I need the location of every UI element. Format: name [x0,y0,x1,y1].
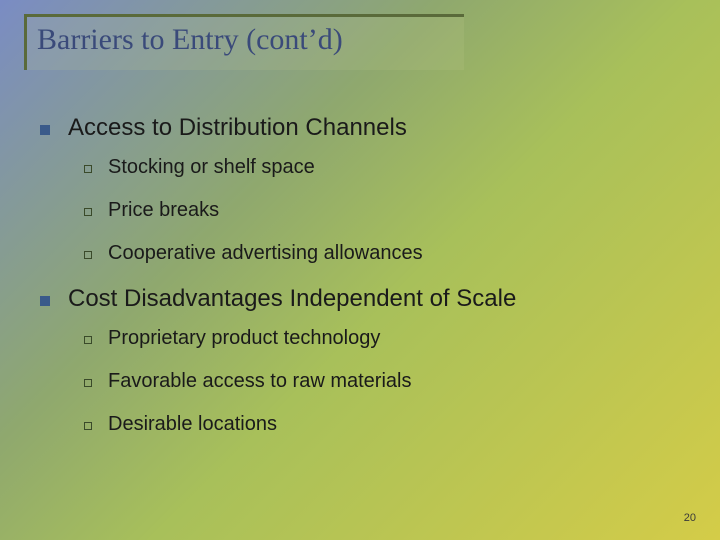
hollow-square-icon [84,251,92,259]
slide-title: Barriers to Entry (cont’d) [37,23,464,57]
list-item: Price breaks [84,199,680,222]
hollow-square-icon [84,422,92,430]
list-item: Favorable access to raw materials [84,370,680,393]
filled-square-icon [40,125,50,135]
content-area: Access to Distribution Channels Stocking… [40,110,680,456]
bullet-text: Access to Distribution Channels [68,114,407,142]
bullet-text: Cost Disadvantages Independent of Scale [68,285,516,313]
bullet-text: Favorable access to raw materials [108,370,411,393]
bullet-text: Price breaks [108,199,219,222]
list-item: Cost Disadvantages Independent of Scale [40,285,680,313]
bullet-text: Desirable locations [108,413,277,436]
page-number: 20 [684,512,696,524]
list-item: Proprietary product technology [84,327,680,350]
slide: Barriers to Entry (cont’d) Access to Dis… [0,0,720,540]
hollow-square-icon [84,379,92,387]
list-item: Stocking or shelf space [84,156,680,179]
hollow-square-icon [84,165,92,173]
list-item: Desirable locations [84,413,680,436]
list-item: Access to Distribution Channels [40,114,680,142]
hollow-square-icon [84,208,92,216]
list-item: Cooperative advertising allowances [84,242,680,265]
bullet-text: Cooperative advertising allowances [108,242,423,265]
bullet-text: Stocking or shelf space [108,156,315,179]
filled-square-icon [40,296,50,306]
title-container: Barriers to Entry (cont’d) [24,14,464,70]
hollow-square-icon [84,336,92,344]
bullet-text: Proprietary product technology [108,327,380,350]
